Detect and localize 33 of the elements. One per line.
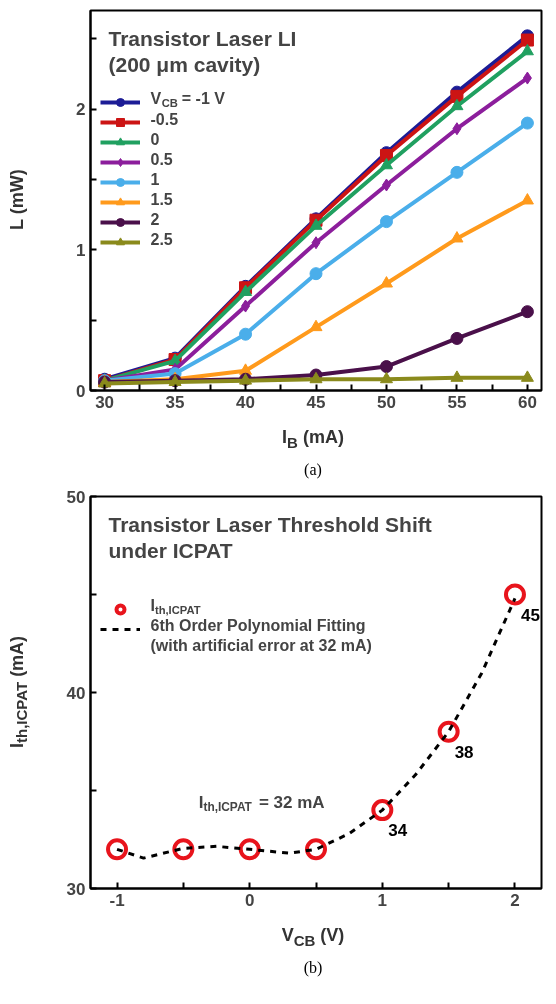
x-tick-label: 30 <box>95 392 115 412</box>
x-tick-label: 55 <box>447 392 467 412</box>
y-tick-label: 2 <box>76 100 86 120</box>
data-label: 38 <box>454 742 474 762</box>
x-tick-label: 45 <box>306 392 326 412</box>
x-tick-label: 35 <box>165 392 185 412</box>
x-axis-title: V$_{CB}$ (V) <box>281 924 345 951</box>
x-tick-label: 1 <box>377 890 388 910</box>
x-tick-label: -1 <box>109 890 125 910</box>
x-axis-title: I$_{B}$ (mA) <box>282 426 344 453</box>
legend-label: 1.5 <box>150 190 173 208</box>
legend-label: 1 <box>150 170 160 188</box>
legend-label: 0.5 <box>150 150 173 168</box>
x-tick-label: 50 <box>377 392 396 412</box>
text: (b) <box>303 958 323 979</box>
data-label: 45 <box>520 605 540 625</box>
x-tick-label: 40 <box>236 392 255 412</box>
x-tick-label: 60 <box>517 392 537 412</box>
y-axis-title: L (mW) <box>6 169 28 231</box>
text: Transistor Laser LI (200 μm cavity) <box>108 27 297 76</box>
x-tick-label: 0 <box>244 890 255 910</box>
y-tick-label: 1 <box>76 240 86 260</box>
legend-label: 2 <box>150 210 160 228</box>
legend-label: -0.5 <box>150 110 179 128</box>
data-label: 34 <box>388 821 408 841</box>
legend-label: 2.5 <box>150 230 173 248</box>
text: (a) <box>304 460 322 481</box>
y-tick-label: 40 <box>66 683 86 703</box>
x-tick-label: 2 <box>510 890 520 910</box>
text: Transistor Laser Threshold Shift under ICPAT <box>108 513 432 562</box>
legend-label: 0 <box>150 130 160 148</box>
legend-label: 6th Order Polynomial Fitting (with artificial error at 32 mA) <box>150 617 372 654</box>
y-tick-label: 50 <box>66 487 86 507</box>
